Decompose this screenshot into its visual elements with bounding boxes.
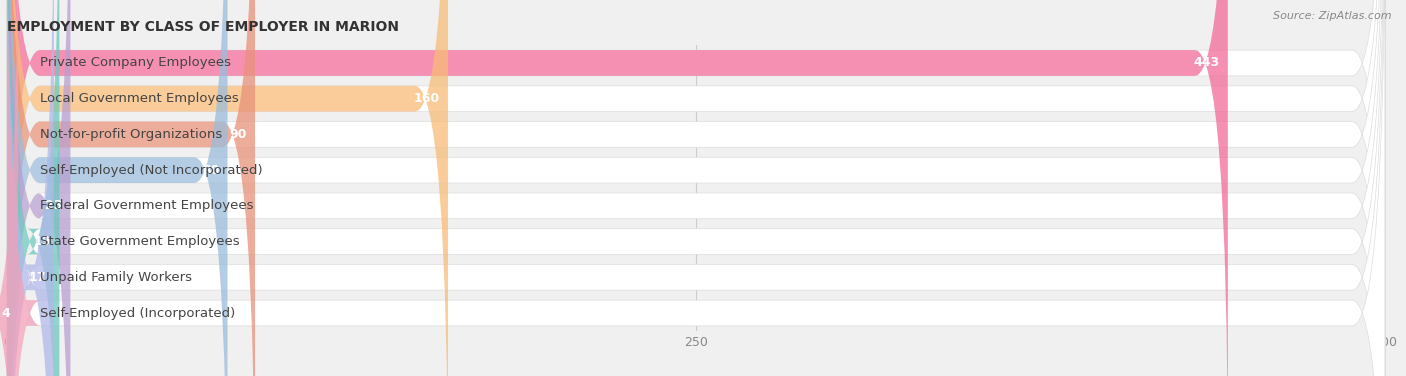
FancyBboxPatch shape — [7, 0, 1385, 376]
Text: Not-for-profit Organizations: Not-for-profit Organizations — [41, 128, 222, 141]
Text: Private Company Employees: Private Company Employees — [41, 56, 231, 70]
FancyBboxPatch shape — [7, 0, 1385, 376]
FancyBboxPatch shape — [7, 0, 1385, 376]
FancyBboxPatch shape — [7, 0, 70, 376]
Text: Self-Employed (Not Incorporated): Self-Employed (Not Incorporated) — [41, 164, 263, 177]
FancyBboxPatch shape — [7, 0, 1385, 376]
Text: EMPLOYMENT BY CLASS OF EMPLOYER IN MARION: EMPLOYMENT BY CLASS OF EMPLOYER IN MARIO… — [7, 20, 399, 34]
Text: 23: 23 — [45, 199, 62, 212]
Text: State Government Employees: State Government Employees — [41, 235, 240, 248]
FancyBboxPatch shape — [7, 0, 53, 376]
FancyBboxPatch shape — [7, 0, 1385, 376]
Text: 19: 19 — [34, 235, 51, 248]
Text: 443: 443 — [1194, 56, 1219, 70]
Text: Unpaid Family Workers: Unpaid Family Workers — [41, 271, 193, 284]
FancyBboxPatch shape — [7, 0, 59, 376]
FancyBboxPatch shape — [7, 0, 1385, 376]
Text: 17: 17 — [28, 271, 45, 284]
FancyBboxPatch shape — [7, 0, 1227, 376]
Text: 90: 90 — [229, 128, 247, 141]
FancyBboxPatch shape — [7, 0, 1385, 376]
Text: Source: ZipAtlas.com: Source: ZipAtlas.com — [1274, 11, 1392, 21]
Text: 80: 80 — [202, 164, 219, 177]
Text: 4: 4 — [1, 306, 10, 320]
FancyBboxPatch shape — [0, 0, 41, 376]
FancyBboxPatch shape — [7, 0, 254, 376]
FancyBboxPatch shape — [7, 0, 228, 376]
Text: 160: 160 — [413, 92, 440, 105]
Text: Federal Government Employees: Federal Government Employees — [41, 199, 253, 212]
FancyBboxPatch shape — [7, 0, 1385, 376]
Text: Self-Employed (Incorporated): Self-Employed (Incorporated) — [41, 306, 235, 320]
FancyBboxPatch shape — [7, 0, 449, 376]
Text: Local Government Employees: Local Government Employees — [41, 92, 239, 105]
